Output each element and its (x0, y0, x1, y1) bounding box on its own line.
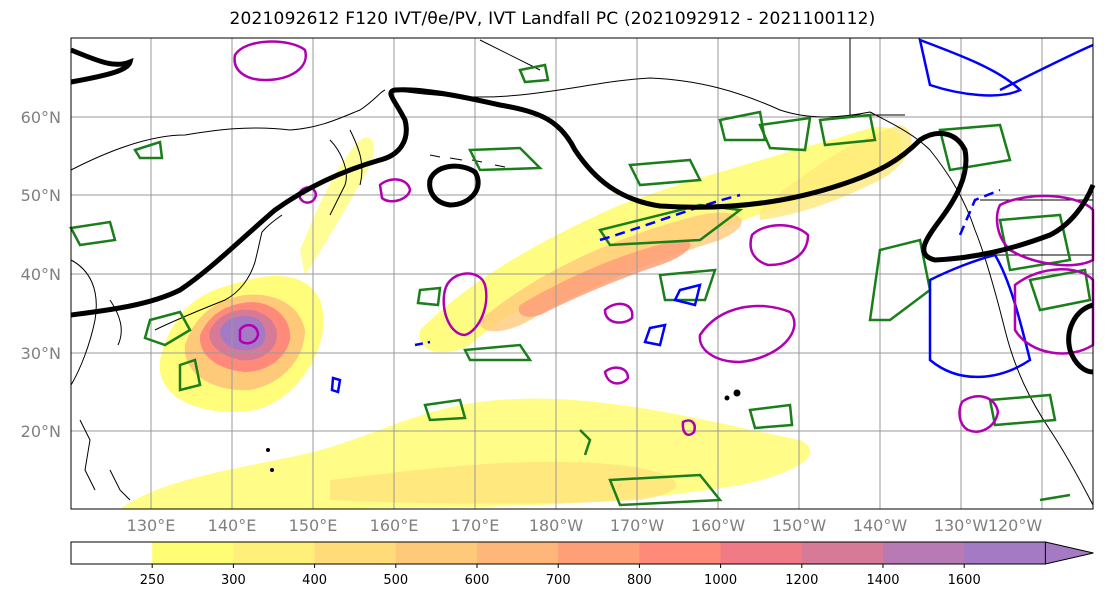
colorbar-tick-label: 800 (627, 573, 652, 588)
latitude-labels: 60°N 50°N 40°N 30°N 20°N (21, 108, 61, 441)
colorbar-segment (801, 542, 884, 564)
pv-contours (233, 40, 1095, 436)
colorbar-tick-label: 1200 (785, 573, 818, 588)
lat-label: 60°N (21, 108, 61, 127)
lon-label: 140°E (208, 516, 257, 535)
lon-label: 120°W (988, 516, 1043, 535)
colorbar-segment (477, 542, 559, 564)
map-title: 2021092612 F120 IVT/θe/PV, IVT Landfall … (229, 9, 876, 29)
colorbar-tick-label: 1400 (866, 573, 899, 588)
negative-contours (330, 38, 1094, 394)
colorbar-segment (558, 542, 640, 564)
colorbar: 250 300 400 500 600 700 800 1000 1200 1400 1600 (70, 541, 1094, 588)
map-frame (70, 37, 1094, 510)
lon-label: 150°W (772, 516, 827, 535)
lat-label: 50°N (21, 186, 61, 205)
lon-label: 160°W (691, 516, 746, 535)
colorbar-segment (639, 542, 722, 564)
lat-label: 20°N (21, 422, 61, 441)
lon-label: 160°E (370, 516, 419, 535)
colorbar-tick-label: 400 (302, 573, 327, 588)
lon-label: 130°E (127, 516, 176, 535)
lat-label: 30°N (21, 344, 61, 363)
colorbar-segment (314, 542, 397, 564)
colorbar-segment (71, 542, 153, 564)
colorbar-tick-label: 700 (546, 573, 571, 588)
colorbar-tick-label: 500 (383, 573, 408, 588)
colorbar-segment (883, 542, 965, 564)
lon-label: 170°E (451, 516, 500, 535)
colorbar-segment (964, 542, 1046, 564)
lon-label: 150°E (289, 516, 338, 535)
colorbar-segment (395, 542, 478, 564)
colorbar-segment (720, 542, 803, 564)
lat-label: 40°N (21, 265, 61, 284)
colorbar-segment (152, 542, 234, 564)
colorbar-tick-label: 600 (465, 573, 490, 588)
theta-e-contours (69, 63, 1092, 507)
pc-contour (70, 47, 1096, 375)
longitude-labels: 130°E 140°E 150°E 160°E 170°E 180°W 170°… (127, 516, 1043, 535)
lon-label: 180°W (529, 516, 584, 535)
colorbar-tick-label: 250 (140, 573, 165, 588)
lon-label: 130°W (934, 516, 989, 535)
lon-label: 170°W (610, 516, 665, 535)
colorbar-tick-label: 1000 (704, 573, 737, 588)
colorbar-tick-label: 1600 (948, 573, 981, 588)
lon-label: 140°W (853, 516, 908, 535)
map-panel (69, 38, 1096, 509)
colorbar-tick-label: 300 (221, 573, 246, 588)
colorbar-segment (233, 542, 316, 564)
colorbar-extend-arrow (1044, 541, 1094, 565)
